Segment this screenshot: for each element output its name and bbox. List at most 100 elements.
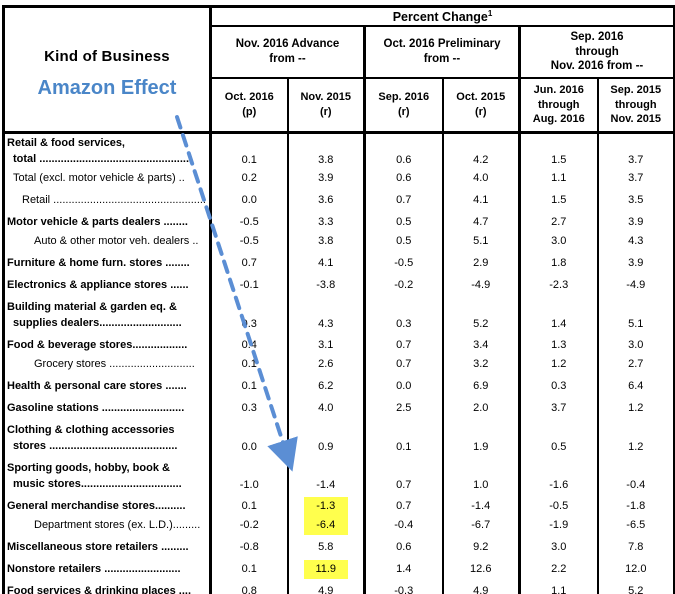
table-body: Retail & food services, total ...........… (4, 132, 675, 594)
value-cell: 3.8 (286, 232, 365, 251)
value-cell: 1.4 (363, 557, 443, 579)
value-cell: 0.3 (209, 396, 288, 418)
value-cell: -1.3 (286, 494, 365, 517)
table-row: Retail .................................… (4, 188, 675, 210)
value-cell: 1.9 (441, 418, 520, 456)
value-cell: 3.2 (441, 355, 520, 374)
value-cell: 0.7 (363, 333, 443, 355)
value-cell: 0.5 (518, 418, 598, 456)
row-label: Food & beverage stores.................. (7, 338, 188, 351)
value-cell: 0.7 (363, 456, 443, 494)
value-cell: 3.7 (518, 396, 598, 418)
stub-header-cell: Kind of Business Amazon Effect (3, 6, 211, 134)
value-cell: 0.1 (209, 374, 288, 396)
table-header: Kind of Business Amazon Effect Percent C… (3, 6, 675, 134)
value-cell: -1.6 (518, 456, 598, 494)
value-cell: 0.8 (209, 579, 288, 594)
value-cell: -0.5 (209, 210, 288, 232)
value-cell: -6.5 (596, 516, 675, 535)
value-cell: -4.9 (441, 273, 520, 295)
value-cell: 0.1 (209, 557, 288, 579)
row-label: Food services & drinking places .... (7, 584, 192, 594)
value-cell: 0.9 (286, 418, 365, 456)
retail-sales-table: Kind of Business Amazon Effect Percent C… (2, 5, 675, 594)
value-cell: -0.2 (363, 273, 443, 295)
value-cell: 12.6 (441, 557, 520, 579)
table-row: Gasoline stations ......................… (4, 396, 675, 418)
value-cell: 0.5 (363, 232, 443, 251)
row-label: Auto & other motor veh. dealers .. (34, 234, 199, 247)
column-header-nov-2015-r: Nov. 2015 (r) (286, 78, 365, 134)
row-label: Clothing & clothing accessories stores ..… (7, 424, 178, 452)
value-cell: 1.3 (518, 333, 598, 355)
value-cell: 3.0 (518, 535, 598, 557)
value-cell: 3.4 (441, 333, 520, 355)
row-label: Department stores (ex. L.D.)......... (34, 518, 201, 531)
value-cell: -0.5 (209, 232, 288, 251)
value-cell: -6.7 (441, 516, 520, 535)
value-cell: 3.9 (596, 210, 675, 232)
value-cell: 0.7 (209, 251, 288, 273)
value-cell: -0.5 (363, 251, 443, 273)
table-row: Retail & food services, total ...........… (4, 132, 675, 169)
row-label: Grocery stores .........................… (34, 357, 195, 370)
value-cell: 2.9 (441, 251, 520, 273)
value-cell: 0.7 (363, 494, 443, 516)
row-label: Total (excl. motor vehicle & parts) .. (13, 171, 185, 184)
value-cell: 3.9 (286, 169, 365, 188)
row-label: Miscellaneous store retailers ......... (7, 540, 189, 553)
value-cell: 1.1 (518, 169, 598, 188)
row-label: General merchandise stores.......... (7, 499, 186, 512)
value-cell: 3.5 (596, 188, 675, 210)
value-cell: 0.0 (209, 188, 288, 210)
table-title-text: Percent Change (392, 10, 488, 25)
value-cell: 0.6 (363, 132, 443, 169)
amazon-effect-annotation: Amazon Effect (37, 77, 177, 99)
value-cell: 1.2 (596, 396, 675, 418)
value-cell: 0.0 (209, 418, 288, 456)
value-cell: 5.1 (441, 232, 520, 251)
value-cell: -1.9 (518, 516, 598, 535)
value-cell: 0.1 (209, 494, 288, 516)
value-cell: -6.4 (286, 515, 365, 536)
value-cell: 11.9 (286, 557, 365, 580)
table-row: Building material & garden eq. & supplies… (4, 295, 675, 333)
value-cell: 4.1 (441, 188, 520, 210)
value-cell: 6.4 (596, 374, 675, 396)
value-cell: 4.0 (441, 169, 520, 188)
table-row: Department stores (ex. L.D.)......... -0.… (4, 515, 675, 536)
table-row: Grocery stores .........................… (4, 355, 675, 374)
value-cell: 3.7 (596, 132, 675, 169)
table-row: Clothing & clothing accessories stores ..… (4, 418, 675, 456)
value-cell: 2.0 (441, 396, 520, 418)
value-cell: 6.9 (441, 374, 520, 396)
value-cell: 4.2 (441, 132, 520, 169)
column-header-jun-aug-2016: Jun. 2016 through Aug. 2016 (518, 78, 598, 134)
row-label: Retail .................................… (22, 193, 206, 206)
value-cell: -1.0 (209, 456, 288, 494)
value-cell: 0.4 (209, 333, 288, 355)
table-row: Miscellaneous store retailers ......... -… (4, 535, 675, 557)
value-cell: 3.3 (286, 210, 365, 232)
value-cell: 1.1 (518, 579, 598, 594)
value-cell: 0.3 (209, 295, 288, 333)
table-row: Motor vehicle & parts dealers ........ -0… (4, 210, 675, 232)
value-cell: 1.5 (518, 132, 598, 169)
row-label: Motor vehicle & parts dealers ........ (7, 215, 188, 228)
value-cell: 1.2 (518, 355, 598, 374)
value-cell: 1.0 (441, 456, 520, 494)
value-cell: 3.0 (518, 232, 598, 251)
value-cell: 0.1 (209, 132, 288, 169)
value-cell: 2.5 (363, 396, 443, 418)
value-cell: -0.5 (518, 494, 598, 516)
column-header-oct-2016-p: Oct. 2016 (p) (209, 78, 288, 134)
value-cell: 0.2 (209, 169, 288, 188)
table-row: General merchandise stores.......... 0.1-… (4, 494, 675, 517)
value-cell: 3.7 (596, 169, 675, 188)
value-cell: -4.9 (596, 273, 675, 295)
value-cell: -0.1 (209, 273, 288, 295)
column-group-sep-2016-through-nov-2016: Sep. 2016 through Nov. 2016 from -- (517, 26, 675, 79)
value-cell: 4.9 (286, 579, 365, 594)
table-title: Percent Change1 (208, 6, 675, 27)
